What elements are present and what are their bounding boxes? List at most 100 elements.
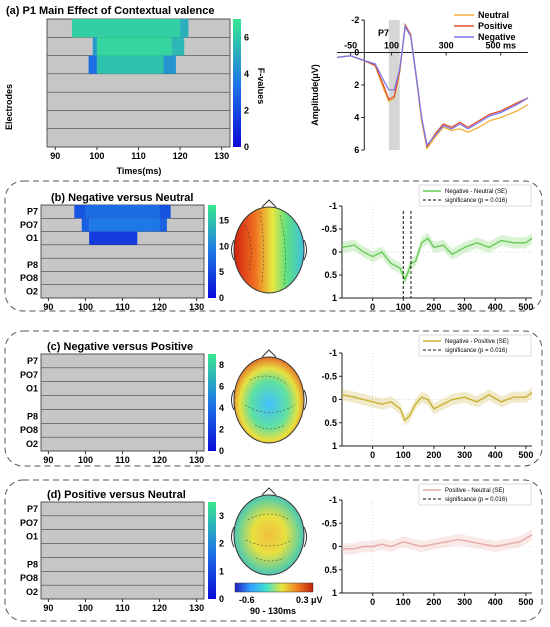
- heatmap-row-label: O2: [26, 439, 38, 449]
- x-tick: 500 ms: [485, 41, 516, 51]
- heatmap-x-tick: 120: [152, 603, 167, 613]
- y-tick: 4: [354, 113, 359, 123]
- heatmap-cell: [180, 19, 189, 38]
- x-tick: 100: [396, 597, 411, 607]
- heatmap-x-tick: 130: [189, 302, 204, 312]
- y-tick: 1: [332, 293, 337, 303]
- colorbar-d-ticks: 0 1 2 3: [219, 511, 224, 604]
- heatmap-x-tick: 130: [189, 603, 204, 613]
- topomap-c: [231, 349, 307, 444]
- colorbar-b-ticks: 0 5 10 15: [219, 216, 229, 304]
- x-tick: 100: [384, 41, 399, 51]
- colorbar-tick: 0: [219, 293, 224, 303]
- colorbar-tick: 6: [219, 381, 224, 391]
- x-tick: -50: [344, 41, 357, 51]
- panel-b-frame: [4, 180, 543, 312]
- y-tick: 0.5: [324, 418, 337, 428]
- heatmap-x-tick: 120: [152, 302, 167, 312]
- heatmap-row-label: PO8: [20, 425, 38, 435]
- diff-b-legend-series: Negative - Neutral (SE): [445, 189, 507, 195]
- y-tick: -1: [329, 348, 337, 358]
- x-tick: 0: [370, 597, 375, 607]
- colorbar-a: [233, 19, 241, 147]
- colorbar-tick: 5: [219, 267, 224, 277]
- heatmap-cell: [81, 218, 90, 232]
- heatmap-x-tick: 110: [115, 302, 130, 312]
- y-tick: 0: [332, 395, 337, 405]
- x-tick: 300: [457, 597, 472, 607]
- series-se-band: [342, 529, 532, 555]
- waveform-a: -2 0 2 4 6 -50 100 300 500 ms: [336, 15, 529, 155]
- colorbar-tick: 0: [219, 446, 224, 456]
- x-tick: 500: [518, 450, 533, 460]
- x-tick: 400: [488, 597, 503, 607]
- diff-wave-b: -1 -0.5 0 0.5 1 0 100 200 300 400 500: [321, 201, 533, 312]
- topomap-scale-bar: [234, 582, 314, 593]
- heatmap-x-tick: 110: [115, 455, 130, 465]
- topomap-scale-max: 0.3 μV: [296, 595, 323, 605]
- y-tick: 0: [354, 48, 359, 58]
- topomap-scale-min: -0.6: [239, 595, 255, 605]
- legend-negative: Negative: [478, 32, 516, 42]
- heatmap-a-ylabel: Electrodes: [4, 84, 14, 130]
- ear-left-icon: [231, 389, 235, 411]
- heatmap-row-label: PO7: [20, 220, 38, 230]
- diff-d-legend: Positive - Neutral (SE) significance (p …: [418, 483, 532, 506]
- topomap-c-contours: [244, 375, 296, 430]
- diff-c-legend: Negative - Positive (SE) significance (p…: [418, 334, 532, 357]
- x-tick: 400: [488, 450, 503, 460]
- y-tick: -1: [329, 201, 337, 211]
- heatmap-cell: [74, 205, 86, 219]
- heatmap-cell: [171, 37, 185, 56]
- heatmap-cell: [96, 37, 172, 56]
- x-tick: 300: [457, 302, 472, 312]
- y-tick: 6: [354, 145, 359, 155]
- series-line-negative: [336, 24, 529, 147]
- y-tick: 0.5: [324, 270, 337, 280]
- colorbar-tick: 15: [219, 216, 229, 226]
- heatmap-cell: [159, 205, 171, 219]
- heatmap-a-xlabel: Times(ms): [117, 166, 162, 176]
- heatmap-cell: [163, 55, 176, 74]
- y-tick: 0.5: [324, 565, 337, 575]
- nose-icon: [261, 199, 277, 208]
- x-tick: 0: [370, 302, 375, 312]
- heatmap-cell: [92, 37, 97, 56]
- y-tick: -0.5: [321, 371, 337, 381]
- shaded-interval: [388, 20, 400, 150]
- heatmap-cell: [71, 19, 181, 38]
- topomap-d-contours: [245, 513, 293, 562]
- colorbar-a-label: F-values: [256, 68, 266, 105]
- heatmap-row-label: PO7: [20, 370, 38, 380]
- topomap-d: [231, 487, 307, 576]
- heatmap-row-label: P7: [27, 356, 38, 366]
- x-tick: 500: [518, 302, 533, 312]
- series-line: [342, 534, 533, 550]
- diff-c-legend-series: Negative - Positive (SE): [445, 339, 509, 345]
- ear-right-icon: [303, 526, 307, 548]
- heatmap-row-label: PO8: [20, 573, 38, 583]
- y-tick: 1: [332, 588, 337, 598]
- ear-right-icon: [303, 239, 307, 261]
- y-tick: 0: [332, 247, 337, 257]
- diff-b-legend: Negative - Neutral (SE) significance (p …: [418, 184, 532, 207]
- heatmap-x-tick: 90: [43, 455, 53, 465]
- heatmap-row-label: P7: [27, 207, 38, 217]
- colorbar-tick: 8: [219, 360, 224, 370]
- x-tick: 0: [370, 450, 375, 460]
- heatmap-x-tick: 100: [78, 302, 93, 312]
- heatmap-x-tick: 110: [131, 151, 146, 161]
- series-line: [341, 237, 533, 282]
- heatmap-row-label: O1: [26, 233, 38, 243]
- heatmap-cell: [88, 55, 97, 74]
- heatmap-c: P7 PO7 O1 P8 PO8 O2 90 100 110 120 130: [20, 353, 205, 465]
- colorbar-tick: 2: [219, 424, 224, 434]
- x-tick: 200: [426, 302, 441, 312]
- heatmap-cell: [159, 218, 167, 232]
- y-tick: -0.5: [321, 518, 337, 528]
- nose-icon: [261, 487, 277, 496]
- heatmap-b: P7 PO7 O1 P8 PO8 O2 90 100 110 120 130: [20, 204, 205, 312]
- panel-a-title: (a) P1 Main Effect of Contextual valence: [6, 5, 214, 17]
- colorbar-tick: 2: [244, 105, 249, 115]
- colorbar-b: [208, 205, 216, 298]
